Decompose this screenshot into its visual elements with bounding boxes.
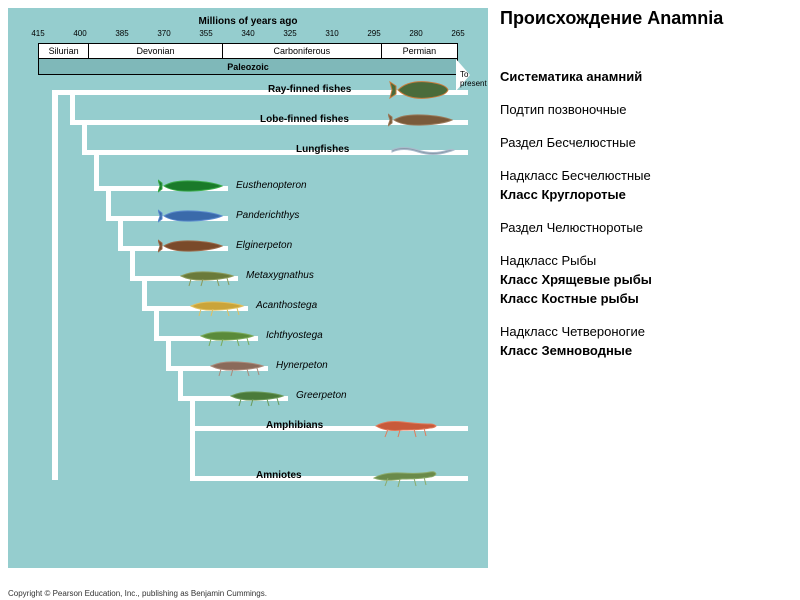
period-permian: Permian (382, 44, 457, 58)
systematics-line: Класс Круглоротые (500, 187, 792, 202)
systematics-line: Класс Земноводные (500, 343, 792, 358)
timeline-tick: 295 (367, 29, 380, 38)
timeline-tick: 400 (73, 29, 86, 38)
timeline-tick: 355 (199, 29, 212, 38)
taxon-label: Panderichthys (236, 210, 299, 221)
systematics-group: Раздел Бесчелюстные (500, 135, 792, 150)
systematics-line: Раздел Бесчелюстные (500, 135, 792, 150)
systematics-line: Раздел Челюстноротые (500, 220, 792, 235)
taxon-label: Metaxygnathus (246, 270, 314, 281)
organism-icon (173, 264, 243, 293)
timeline-tick: 265 (451, 29, 464, 38)
timeline-tick: 340 (241, 29, 254, 38)
organism-icon (388, 138, 458, 167)
phylogenetic-tree: Ray-finned fishes Lobe-finned fishes Lungf… (28, 78, 468, 538)
taxon-label: Lungfishes (296, 144, 349, 155)
taxon-label: Elginerpeton (236, 240, 292, 251)
taxon-label: Hynerpeton (276, 360, 328, 371)
systematics-line: Подтип позвоночные (500, 102, 792, 117)
systematics-group: Надкласс Четвероногие Класс Земноводные (500, 324, 792, 358)
systematics-line: Надкласс Бесчелюстные (500, 168, 792, 183)
organism-icon (158, 204, 228, 233)
systematics-line: Класс Костные рыбы (500, 291, 792, 306)
period-devonian: Devonian (89, 44, 223, 58)
systematics-line: Надкласс Четвероногие (500, 324, 792, 339)
taxon-label: Acanthostega (256, 300, 317, 311)
organism-icon (368, 464, 438, 493)
side-title: Происхождение Anamnia (500, 8, 792, 29)
organism-icon (368, 414, 438, 443)
taxon-label: Ray-finned fishes (268, 84, 351, 95)
timeline-ticks: 415400385370355340325310295280265 (38, 29, 458, 43)
systematics-group: Раздел Челюстноротые (500, 220, 792, 235)
systematics-line: Надкласс Рыбы (500, 253, 792, 268)
phylogeny-diagram: Millions of years ago 415 400 385 370 355 340… (8, 8, 488, 568)
taxon-label: Amphibians (266, 420, 323, 431)
systematics-line: Класс Хрящевые рыбы (500, 272, 792, 287)
systematics-group: Подтип позвоночные (500, 102, 792, 117)
branch-connector (94, 150, 99, 191)
organism-icon (388, 108, 458, 137)
organism-icon (158, 174, 228, 203)
branch-connector (190, 426, 195, 481)
systematics-group: Надкласс Рыбы Класс Хрящевые рыбы Класс Ко… (500, 253, 792, 306)
systematics-group: Надкласс Бесчелюстные Класс Круглоротые (500, 168, 792, 202)
side-heading: Систематика анамний (500, 69, 792, 84)
organism-icon (158, 234, 228, 263)
timeline-tick: 415 (31, 29, 44, 38)
timeline-tick: 385 (115, 29, 128, 38)
taxon-label: Lobe-finned fishes (260, 114, 349, 125)
period-silurian: Silurian (39, 44, 89, 58)
taxon-label: Greerpeton (296, 390, 347, 401)
timeline-tick: 370 (157, 29, 170, 38)
period-carboniferous: Carboniferous (223, 44, 382, 58)
era-row: Paleozoic (38, 59, 458, 75)
timeline-title: Millions of years ago (38, 16, 458, 27)
organism-icon (203, 354, 273, 383)
timeline-tick: 310 (325, 29, 338, 38)
taxon-label: Eusthenopteron (236, 180, 307, 191)
period-row: SilurianDevonianCarboniferousPermian (38, 43, 458, 59)
organism-icon (223, 384, 293, 413)
copyright-text: Copyright © Pearson Education, Inc., pub… (8, 589, 267, 598)
organism-icon (183, 294, 253, 323)
timeline-tick: 325 (283, 29, 296, 38)
geologic-timeline: Millions of years ago 415400385370355340… (38, 16, 458, 75)
taxon-label: Amniotes (256, 470, 302, 481)
organism-icon (388, 78, 458, 107)
tree-trunk (52, 90, 58, 480)
taxon-label: Ichthyostega (266, 330, 323, 341)
organism-icon (193, 324, 263, 353)
era-label: Paleozoic (38, 59, 458, 75)
timeline-tick: 280 (409, 29, 422, 38)
systematics-panel: Происхождение Anamnia Систематика анамни… (500, 8, 792, 376)
